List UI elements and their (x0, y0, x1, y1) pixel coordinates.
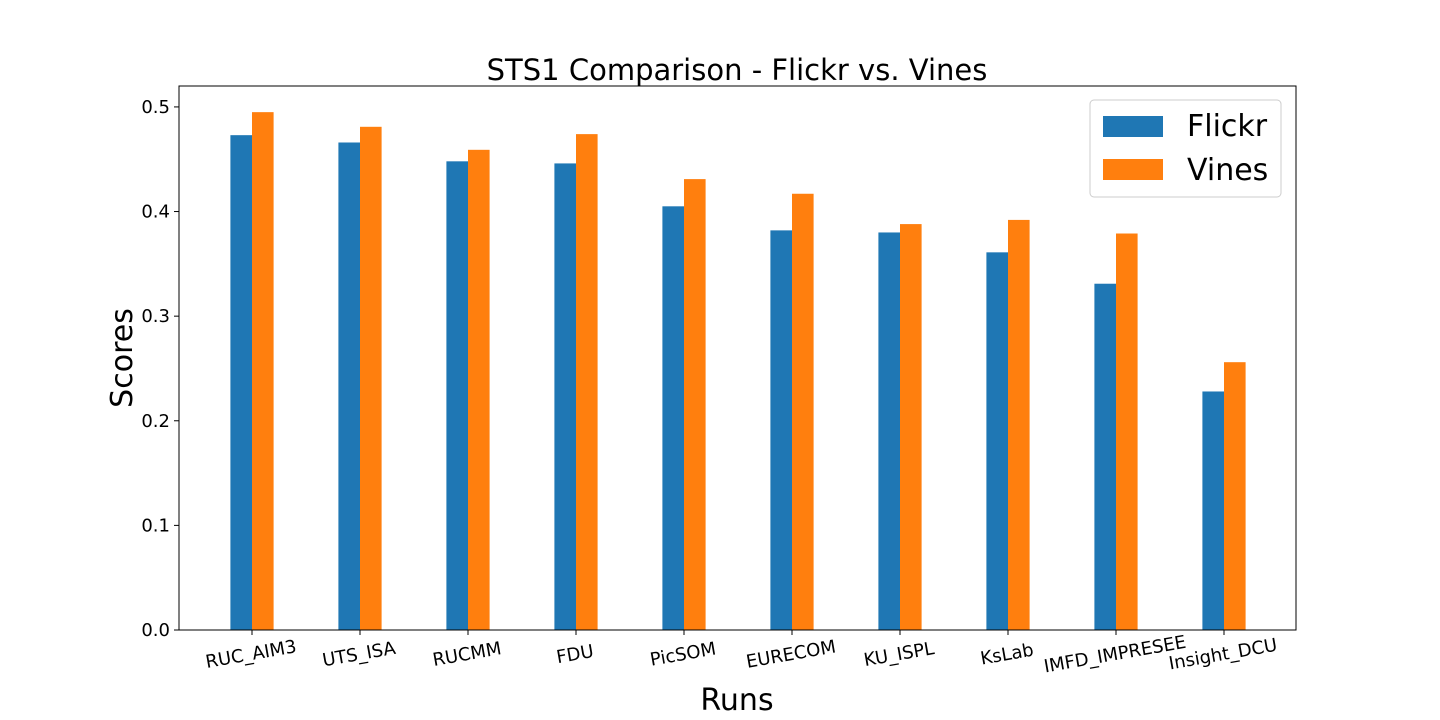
bar-flickr-fdu (554, 163, 576, 630)
x-tick-label: FDU (555, 641, 595, 668)
bar-vines-fdu (576, 134, 598, 630)
x-tick-label: UTS_ISA (321, 638, 398, 672)
y-tick-label: 0.4 (141, 202, 170, 223)
chart-title: STS1 Comparison - Flickr vs. Vines (487, 53, 988, 87)
bar-flickr-picsom (662, 206, 684, 631)
legend-swatch-vines (1103, 159, 1163, 180)
legend-label-flickr: Flickr (1187, 109, 1268, 144)
bar-flickr-kslab (986, 252, 1008, 631)
x-axis: RUC_AIM3 UTS_ISA RUCMM FDU PicSOM EURECOM KU_I… (204, 630, 1279, 677)
bar-vines-ruc-aim3 (252, 112, 274, 630)
bar-flickr-ku-ispl (878, 232, 900, 630)
x-tick-label: IMFD_IMPRESEE (1042, 632, 1187, 678)
x-axis-label: Runs (700, 683, 773, 718)
y-axis-label: Scores (105, 308, 140, 408)
bar-flickr-insight-dcu (1202, 391, 1224, 630)
bar-flickr-ruc-aim3 (230, 135, 252, 630)
bar-vines-uts-isa (360, 126, 382, 631)
x-tick-label: RUCMM (431, 638, 503, 671)
bar-vines-picsom (684, 179, 706, 630)
legend-label-vines: Vines (1187, 153, 1268, 188)
bar-flickr-imfd-impresee (1094, 283, 1116, 630)
y-tick-label: 0.2 (141, 411, 170, 432)
y-axis: 0.0 0.1 0.2 0.3 0.4 0.5 (141, 97, 179, 641)
y-tick-label: 0.0 (141, 620, 170, 641)
x-tick-label: KU_ISPL (862, 638, 936, 671)
bar-vines-kslab (1008, 219, 1030, 630)
legend-swatch-flickr (1103, 116, 1163, 137)
bar-flickr-uts-isa (338, 142, 360, 630)
x-tick-label: EURECOM (745, 636, 838, 672)
bar-vines-rucmm (468, 149, 490, 631)
legend: Flickr Vines (1089, 99, 1282, 198)
x-tick-label: KsLab (979, 640, 1036, 670)
x-tick-label: RUC_AIM3 (204, 636, 298, 673)
y-tick-label: 0.1 (141, 515, 170, 536)
y-tick-label: 0.3 (141, 306, 170, 327)
x-tick-label: PicSOM (648, 638, 717, 670)
bar-flickr-eurecom (770, 230, 792, 630)
bar-vines-eurecom (792, 193, 814, 630)
bar-flickr-rucmm (446, 161, 468, 631)
plot-frame (178, 85, 1297, 631)
y-tick-label: 0.5 (141, 97, 170, 118)
bars-group (230, 112, 1246, 631)
bar-vines-imfd-impresee (1116, 233, 1138, 630)
bar-vines-ku-ispl (900, 224, 922, 631)
bar-vines-insight-dcu (1224, 362, 1246, 630)
